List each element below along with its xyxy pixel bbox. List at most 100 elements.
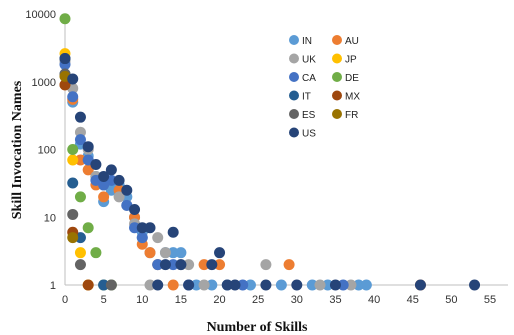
data-point (129, 222, 141, 234)
data-point (67, 144, 79, 155)
data-point (152, 279, 164, 291)
legend: IN AU UK JP CA DE IT MX ES FR US (289, 35, 360, 140)
data-point (152, 259, 164, 271)
data-point (59, 13, 71, 25)
data-point (306, 279, 318, 291)
data-point (82, 279, 94, 291)
data-point (183, 279, 195, 291)
data-point (260, 259, 272, 271)
data-point (74, 111, 86, 123)
legend-label: AU (345, 36, 359, 47)
data-point (167, 226, 179, 238)
data-point (275, 279, 287, 291)
data-point (360, 279, 372, 291)
data-point (260, 279, 272, 291)
data-point (67, 73, 79, 85)
data-point (59, 53, 71, 65)
x-tick-label: 40 (368, 294, 380, 306)
data-point (129, 204, 141, 216)
data-point (175, 259, 187, 271)
data-point (82, 141, 94, 153)
x-tick-label: 30 (291, 294, 303, 306)
data-point (59, 79, 71, 91)
data-point (105, 279, 117, 291)
legend-marker (289, 72, 299, 82)
legend-item-in: IN (289, 35, 312, 47)
legend-item-de: DE (332, 72, 359, 84)
legend-marker (332, 53, 342, 64)
data-point (353, 279, 365, 291)
data-point (314, 279, 326, 291)
data-point (67, 208, 79, 220)
legend-label: UK (302, 55, 316, 66)
data-point (121, 184, 133, 196)
data-point (98, 279, 110, 291)
data-point (229, 279, 241, 291)
data-point (167, 247, 179, 259)
data-point (82, 164, 94, 176)
y-tick-labels: 1 10 100 1000 10000 (25, 9, 56, 292)
legend-label: IN (302, 36, 312, 47)
data-point (74, 154, 86, 166)
legend-label: DE (345, 73, 359, 84)
legend-item-au: AU (332, 35, 359, 47)
legend-marker (332, 90, 342, 101)
x-tick-label: 10 (136, 294, 148, 306)
data-point (414, 279, 426, 291)
y-tick-label: 1 (50, 280, 56, 292)
y-tick-label: 10 (44, 212, 56, 224)
data-point (90, 247, 102, 259)
legend-item-us: US (289, 127, 316, 140)
y-tick-label: 100 (38, 145, 56, 157)
data-point (67, 91, 79, 103)
x-tick-label: 15 (175, 294, 187, 306)
y-tick-label: 10000 (25, 9, 56, 21)
data-point (144, 279, 156, 291)
data-point (244, 279, 256, 291)
legend-marker (289, 127, 299, 138)
legend-marker (289, 90, 299, 101)
data-point (74, 247, 86, 259)
data-point (144, 222, 156, 234)
data-point (74, 232, 86, 244)
data-point (74, 134, 86, 146)
legend-item-es: ES (289, 109, 316, 121)
data-point (345, 279, 357, 291)
legend-label: US (302, 129, 316, 140)
x-axis-title: Number of Skills (207, 320, 308, 335)
x-tick-labels: 0 5 10 15 20 25 30 35 40 45 50 55 (62, 294, 496, 306)
data-point (291, 279, 303, 291)
data-point (337, 279, 349, 291)
data-point (221, 279, 233, 291)
y-axis-title: Skill Invocation Names (10, 80, 25, 219)
data-point (90, 159, 102, 171)
data-point (159, 247, 171, 259)
x-tick-label: 35 (329, 294, 341, 306)
legend-label: MX (345, 92, 360, 103)
data-point (67, 177, 79, 189)
legend-label: JP (345, 55, 357, 66)
data-point (206, 259, 218, 271)
legend-label: IT (302, 92, 311, 103)
legend-marker (289, 53, 299, 64)
legend-marker (332, 35, 342, 45)
data-point (136, 222, 148, 234)
data-point (214, 259, 226, 271)
data-point (113, 191, 125, 203)
x-tick-label: 20 (213, 294, 225, 306)
legend-marker (332, 109, 342, 119)
data-point (98, 191, 110, 203)
data-point (469, 279, 481, 291)
x-tick-label: 5 (101, 294, 107, 306)
data-point (152, 232, 164, 244)
data-point (82, 222, 94, 234)
data-point (74, 259, 86, 271)
data-point (67, 232, 79, 244)
legend-item-it: IT (289, 90, 311, 103)
data-point (167, 279, 179, 291)
legend-item-ca: CA (289, 72, 316, 84)
data-point (322, 279, 334, 291)
legend-item-jp: JP (332, 53, 357, 66)
data-point (113, 174, 125, 186)
